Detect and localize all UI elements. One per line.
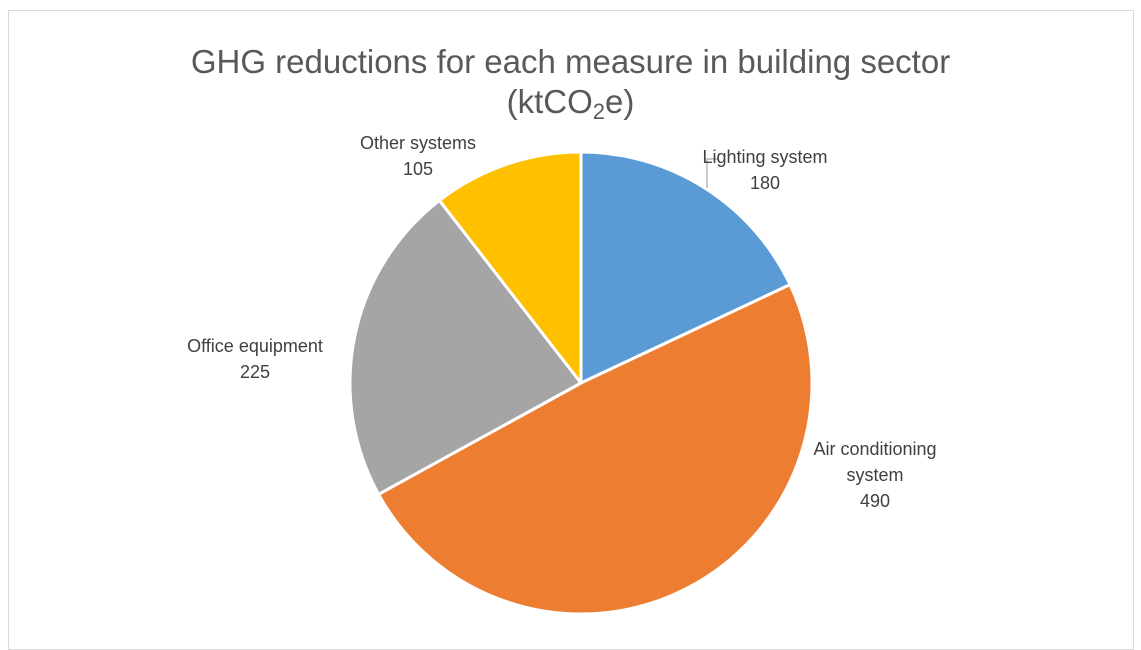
chart-title-unit-pre: (ktCO bbox=[506, 83, 593, 120]
pie-slice-office-equipment bbox=[348, 198, 583, 496]
chart-title-unit-post: e) bbox=[605, 83, 635, 120]
data-label-office-equipment: Office equipment 225 bbox=[187, 336, 323, 382]
data-label-lighting-system: Lighting system 180 bbox=[702, 147, 827, 193]
pie-slice-air-conditioning-system bbox=[377, 283, 814, 616]
chart-title-unit-sub: 2 bbox=[592, 99, 606, 124]
data-label-other-systems: Other systems 105 bbox=[360, 133, 476, 179]
data-label-air-conditioning-system: Air conditioning system 490 bbox=[813, 439, 936, 511]
pie-slice-other-systems bbox=[437, 150, 583, 385]
chart-title: GHG reductions for each measure in build… bbox=[0, 42, 1141, 124]
chart-title-main: GHG reductions for each measure in build… bbox=[190, 43, 951, 80]
pie-slice-lighting-system bbox=[579, 150, 792, 385]
leader-line-lighting-system bbox=[706, 158, 719, 188]
chart-title-unit: (ktCO2e) bbox=[0, 82, 1141, 124]
